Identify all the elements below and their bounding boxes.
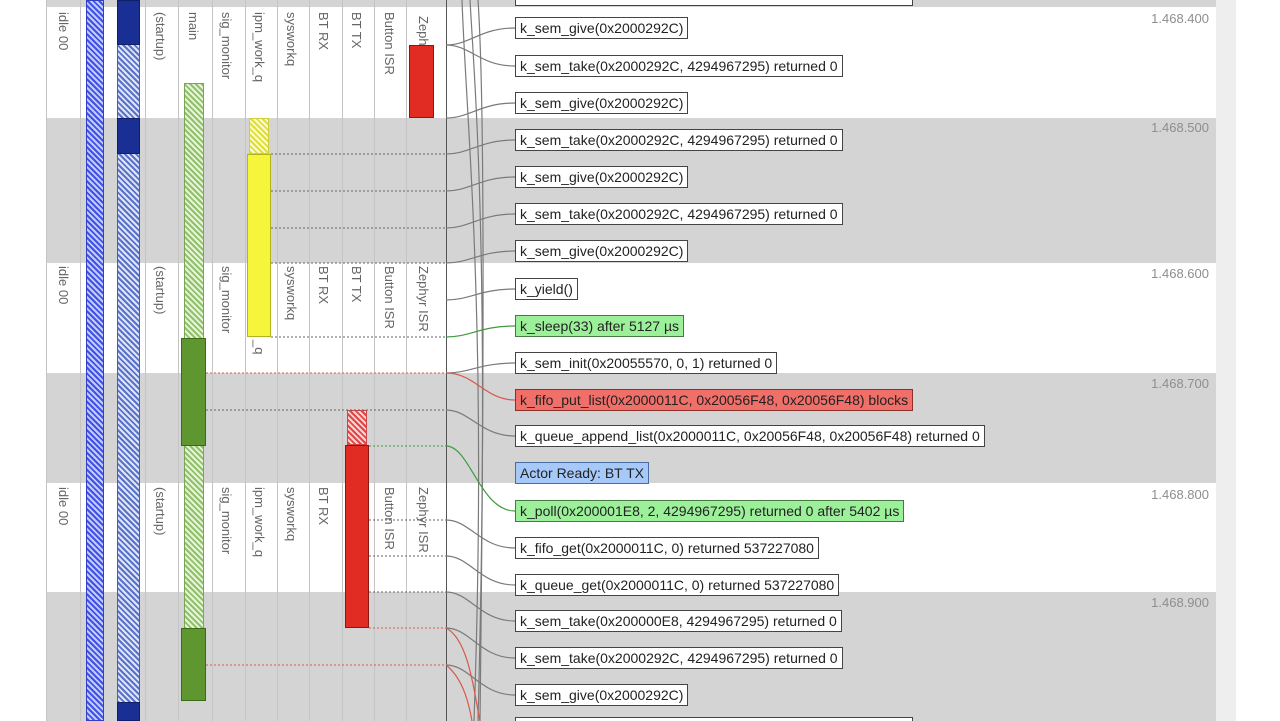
ipm-work-q-running-segment[interactable] (247, 154, 271, 337)
connector-line (445, 176, 516, 192)
event-item[interactable]: k_sem_init(0x20055570, 0, 1) returned 0 (515, 352, 778, 374)
time-marker: 1.468.500 (1151, 120, 1209, 135)
lane-divider (212, 0, 213, 721)
event-item-ok[interactable]: k_poll(0x200001E8, 2, 4294967295) return… (515, 500, 905, 522)
lane-divider (80, 0, 81, 721)
connector-line (445, 139, 516, 155)
connector-line (445, 664, 516, 696)
event-item-partial[interactable] (515, 0, 913, 6)
connector-line-red (445, 627, 481, 721)
event-item[interactable]: k_queue_append_list(0x2000011C, 0x20056F… (515, 425, 985, 447)
lane-divider (342, 0, 343, 721)
event-item-info[interactable]: Actor Ready: BT TX (515, 462, 649, 484)
connector-line (445, 591, 516, 622)
bt-tx-ready-bar[interactable] (347, 410, 367, 445)
time-marker: 1.468.800 (1151, 487, 1209, 502)
connector-line-green (445, 325, 516, 338)
event-item[interactable]: k_fifo_get(0x2000011C, 0) returned 53722… (515, 537, 819, 559)
connector-line (469, 0, 484, 721)
connector-line (461, 0, 480, 721)
connector-line (445, 362, 516, 374)
lane-divider (309, 0, 310, 721)
event-item[interactable]: k_sem_take(0x2000292C, 4294967295) retur… (515, 129, 843, 151)
lane-divider (46, 0, 47, 721)
lane-divider (374, 0, 375, 721)
connector-line (445, 27, 516, 46)
connector-line-green (445, 445, 516, 512)
connector-line (445, 288, 516, 301)
lane-divider (178, 0, 179, 721)
lane-divider (406, 0, 407, 721)
event-item[interactable]: k_sem_give(0x2000292C) (515, 92, 689, 114)
connector-line-red (445, 372, 516, 401)
connector-line (445, 555, 516, 586)
event-item[interactable]: k_sem_give(0x2000292C) (515, 166, 689, 188)
event-item[interactable]: k_sem_take(0x2000292C, 4294967295) retur… (515, 55, 843, 77)
event-item[interactable]: k_sem_take(0x2000292C, 4294967295) retur… (515, 647, 843, 669)
event-item-ok[interactable]: k_sleep(33) after 5127 µs (515, 315, 685, 337)
time-marker: 1.468.400 (1151, 11, 1209, 26)
main-thread-running-segment[interactable] (181, 628, 206, 701)
ipm-work-q-ready-bar[interactable] (249, 118, 269, 154)
time-marker: 1.468.600 (1151, 266, 1209, 281)
lane-divider (446, 0, 447, 721)
event-item[interactable]: k_sem_give(0x2000292C) (515, 17, 689, 39)
lane-divider (245, 0, 246, 721)
event-item-blocked[interactable]: k_fifo_put_list(0x2000011C, 0x20056F48, … (515, 389, 914, 411)
event-item[interactable]: k_sem_give(0x2000292C) (515, 240, 689, 262)
connector-line (445, 250, 516, 264)
connector-line (445, 409, 516, 437)
lane-divider (277, 0, 278, 721)
connector-line (445, 102, 516, 119)
lane-divider (145, 0, 146, 721)
event-item[interactable]: k_sem_take(0x200000E8, 4294967295) retur… (515, 610, 842, 632)
event-item[interactable]: k_queue_get(0x2000011C, 0) returned 5372… (515, 574, 840, 596)
scrollbar-gutter[interactable] (1216, 0, 1236, 721)
event-item[interactable]: k_sem_give(0x2000292C) (515, 684, 689, 706)
connector-line-red (445, 664, 473, 721)
connector-line (445, 44, 516, 67)
event-item-partial[interactable] (515, 717, 913, 721)
event-item[interactable]: k_yield() (515, 278, 578, 300)
time-marker: 1.468.700 (1151, 376, 1209, 391)
time-marker: 1.468.900 (1151, 595, 1209, 610)
startup-running-segment[interactable] (117, 0, 140, 45)
event-item[interactable]: k_sem_take(0x2000292C, 4294967295) retur… (515, 203, 843, 225)
zephyr-isr-running-segment[interactable] (409, 45, 434, 118)
main-thread-running-segment[interactable] (181, 338, 206, 446)
startup-running-segment[interactable] (117, 118, 140, 154)
bt-tx-running-segment[interactable] (345, 445, 369, 628)
window-margin (1236, 0, 1280, 721)
connector-line (445, 213, 516, 229)
connector-line (445, 519, 516, 549)
